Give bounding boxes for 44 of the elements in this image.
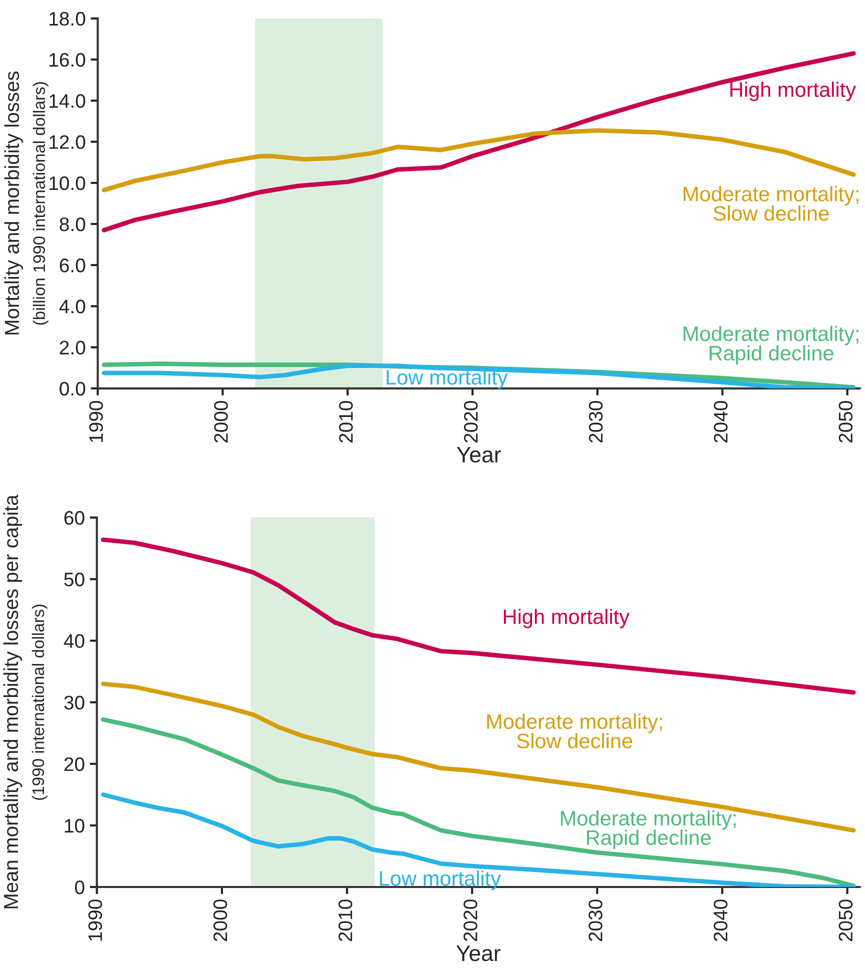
x-tick-label: 2010 <box>338 900 352 942</box>
x-tick-label: 2010 <box>339 400 353 442</box>
y-tick-label: 2.0 <box>60 340 86 355</box>
x-tick-label: 2000 <box>214 400 228 442</box>
y-tick-label: 30 <box>64 696 84 710</box>
x-tick-label: 2000 <box>213 900 228 942</box>
x-tick-label: 2040 <box>714 400 728 442</box>
x-axis-title: Year <box>456 946 500 962</box>
y-tick-label: 6.0 <box>60 258 86 272</box>
y-tick-label: 16.0 <box>50 53 86 67</box>
x-tick-label: 2050 <box>838 900 853 942</box>
x-tick-label: 2050 <box>838 400 853 442</box>
y-tick-label: 40 <box>64 634 84 648</box>
line-series <box>100 537 856 695</box>
y-tick-label: 14.0 <box>50 94 86 108</box>
series-label: Moderate mortality; Rapid decline <box>561 810 736 850</box>
x-tick-label: 2020 <box>464 900 478 942</box>
y-tick-label: 18.0 <box>50 12 86 26</box>
x-tick-label: 2030 <box>588 900 602 942</box>
x-axis-title: Year <box>456 447 501 463</box>
y-tick-label: 50 <box>64 572 84 586</box>
series-label: Moderate mortality; Rapid decline <box>684 326 858 365</box>
series-label: Moderate mortality; Slow decline <box>684 186 858 221</box>
x-tick-label: 1990 <box>89 400 103 442</box>
x-tick-label: 2040 <box>714 900 728 942</box>
x-tick-label: 2020 <box>464 400 478 442</box>
x-tick-label: 1990 <box>88 900 102 941</box>
y-tick-label: 20 <box>64 757 84 772</box>
y-tick-label: 10.0 <box>50 176 86 190</box>
series-label: Moderate mortality; Slow decline <box>487 714 662 748</box>
y-tick-label: 10 <box>64 818 84 833</box>
y-axis-title: Mean mortality and morbidity losses per capita (1990 international dollars) <box>3 494 48 908</box>
series-label: High mortality <box>504 608 630 628</box>
y-tick-label: 0 <box>75 880 84 894</box>
series-label: Low mortality <box>380 870 501 890</box>
series-label: High mortality <box>730 82 856 102</box>
y-tick-label: 0.0 <box>60 382 86 396</box>
y-axis-title: Mortality and morbidity losses (billion 1990 international dollars) <box>4 72 48 334</box>
y-tick-label: 8.0 <box>60 217 86 232</box>
y-tick-label: 4.0 <box>59 300 86 314</box>
x-tick-label: 2030 <box>588 400 603 442</box>
y-tick-label: 60 <box>64 511 84 525</box>
y-tick-label: 12.0 <box>50 135 86 150</box>
series-label: Low mortality <box>386 369 508 389</box>
